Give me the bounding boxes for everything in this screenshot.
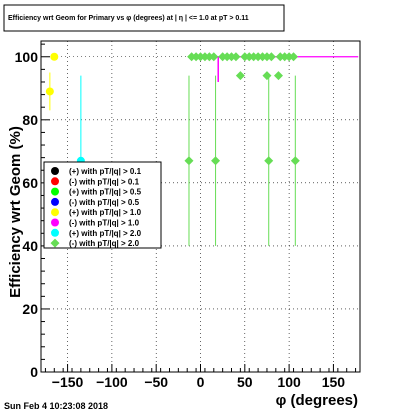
x-tick-label: 150 [322,374,346,390]
data-point [209,52,219,62]
y-tick-label: 20 [22,301,38,317]
x-tick-label: −100 [96,374,128,390]
legend-marker [51,187,59,196]
legend-marker [50,238,60,248]
y-tick-label: 60 [22,175,38,191]
legend-marker [51,228,59,237]
data-point [264,156,274,166]
legend-label: (+) with pT/|q| > 0.5 [69,188,142,197]
legend-marker [51,218,59,227]
legend-label: (-) with pT/|q| > 0.5 [69,198,140,207]
x-tick-label: 100 [277,374,301,390]
data-point [50,52,59,61]
data-point [289,52,299,62]
x-tick-label: −50 [144,374,168,390]
legend-marker [51,177,59,186]
y-tick-label: 80 [22,112,38,128]
legend-label: (-) with pT/|q| > 1.0 [69,219,140,228]
legend-label: (-) with pT/|q| > 2.0 [69,239,140,248]
legend-marker [51,167,59,175]
data-point [290,156,300,166]
legend-label: (+) with pT/|q| > 0.1 [69,167,142,176]
chart-title-box: Efficiency wrt Geom for Primary vs φ (de… [3,4,285,32]
legend-marker [51,208,59,217]
x-axis-title: φ (degrees) [276,392,358,409]
y-tick-label: 0 [30,364,38,380]
data-point [211,156,221,166]
title-box-frame [3,4,285,32]
data-point [262,71,272,81]
legend-label: (-) with pT/|q| > 0.1 [69,177,140,186]
legend-label: (+) with pT/|q| > 2.0 [69,229,142,238]
y-axis-title: Efficiency wrt Geom (%) [7,126,24,298]
legend-label: (+) with pT/|q| > 1.0 [69,208,142,217]
axis-ticks: −150 −100 −50 0 50 100 150 0 20 40 60 80 100 [15,43,357,390]
legend-marker [51,197,59,206]
y-tick-label: 40 [22,238,38,254]
data-point [235,71,245,81]
data-point [266,52,276,62]
footer-timestamp: Sun Feb 4 10:23:08 2018 [4,401,108,411]
data-point [273,71,283,81]
chart-title: Efficiency wrt Geom for Primary vs φ (de… [8,15,249,22]
x-tick-label: −150 [52,374,84,390]
data-point [184,156,194,166]
data-point [231,52,241,62]
x-tick-label: 0 [197,374,205,390]
legend: (+) with pT/|q| > 0.1(-) with pT/|q| > 0… [43,161,162,249]
y-tick-label: 100 [15,49,39,65]
data-point [45,87,54,96]
x-tick-label: 50 [237,374,253,390]
legend-box [43,161,162,249]
